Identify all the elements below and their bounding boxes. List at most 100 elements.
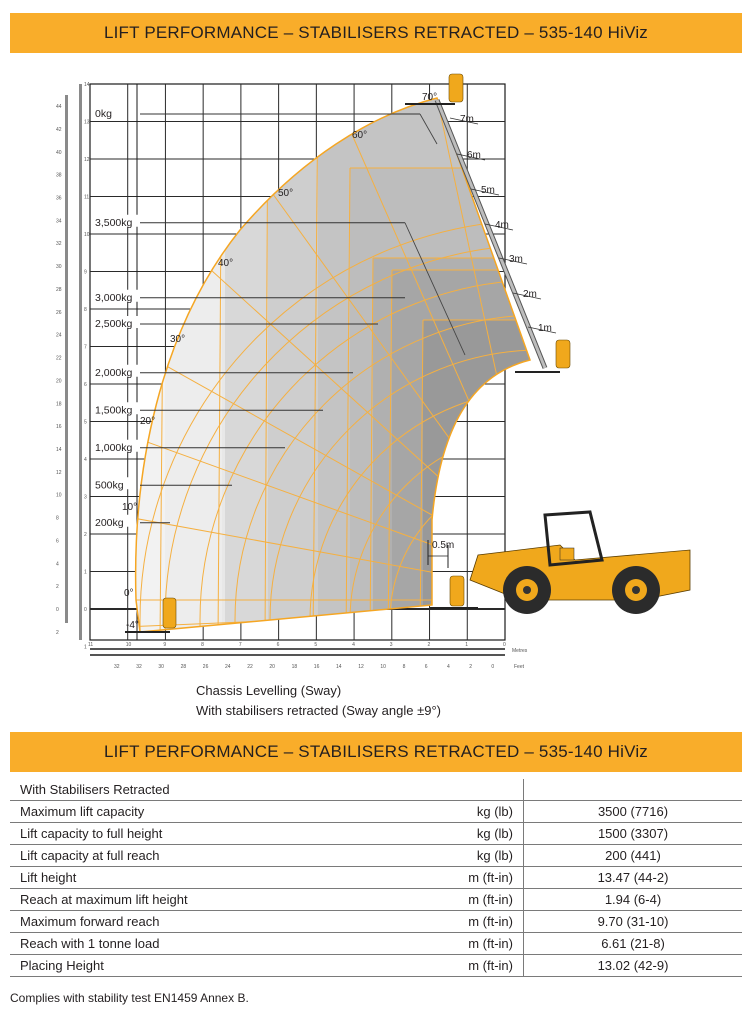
dimension-label: 0.5m bbox=[432, 540, 454, 551]
x-tick-metres: 9 bbox=[163, 642, 166, 648]
table-row: Lift height m (ft-in) 13.47 (44-2) bbox=[10, 866, 742, 889]
row-unit: m (ft-in) bbox=[410, 866, 524, 889]
row-label: Reach with 1 tonne load bbox=[10, 932, 410, 955]
x-tick-metres: 11 bbox=[88, 642, 93, 648]
extension-label: 7m bbox=[460, 114, 474, 125]
x-tick-feet: 12 bbox=[358, 664, 364, 670]
fork-carriage-right bbox=[515, 339, 571, 373]
x-tick-feet: 28 bbox=[181, 664, 187, 670]
y-tick-metres: 13 bbox=[84, 120, 90, 126]
x-tick-metres: 8 bbox=[201, 642, 204, 648]
extension-label: 6m bbox=[467, 150, 481, 161]
y-tick-feet: 10 bbox=[56, 493, 62, 499]
y-tick-feet: 38 bbox=[56, 173, 62, 179]
y-tick-feet: 28 bbox=[56, 287, 62, 293]
y-tick-metres: 5 bbox=[84, 420, 87, 426]
chart-title: LIFT PERFORMANCE – STABILISERS RETRACTED… bbox=[103, 23, 649, 42]
y-tick-metres: 1 bbox=[84, 645, 87, 651]
row-unit: m (ft-in) bbox=[410, 954, 524, 977]
x-tick-metres: 0 bbox=[503, 642, 506, 648]
y-tick-feet: 18 bbox=[56, 401, 62, 407]
x-tick-feet: 14 bbox=[336, 664, 342, 670]
row-value: 200 (441) bbox=[523, 844, 742, 867]
row-unit: kg (lb) bbox=[410, 800, 524, 823]
boom-angle-label: 50° bbox=[278, 188, 293, 199]
fork-carriage-top bbox=[405, 73, 464, 105]
boom-angle-label: 70° bbox=[422, 92, 437, 103]
x-tick-feet: 26 bbox=[203, 664, 209, 670]
x-tick-feet: 20 bbox=[269, 664, 275, 670]
extension-label: 5m bbox=[481, 185, 495, 196]
table-row: Reach at maximum lift height m (ft-in) 1.9… bbox=[10, 888, 742, 911]
y-tick-metres: 1 bbox=[84, 570, 87, 576]
fork-carriage-front bbox=[430, 575, 478, 609]
x-tick-feet: 32 bbox=[114, 664, 120, 670]
x-tick-feet: 2 bbox=[469, 664, 472, 670]
table-row: Maximum lift capacity kg (lb) 3500 (7716) bbox=[10, 800, 742, 823]
extension-label: 3m bbox=[509, 254, 523, 265]
x-tick-metres: 2 bbox=[428, 642, 431, 648]
section-label: With Stabilisers Retracted bbox=[10, 779, 524, 801]
row-unit: m (ft-in) bbox=[410, 932, 524, 955]
x-tick-feet: 18 bbox=[292, 664, 298, 670]
boom-extended bbox=[434, 99, 548, 369]
x-tick-feet: 4 bbox=[447, 664, 450, 670]
x-tick-metres: 1 bbox=[465, 642, 468, 648]
extension-label: 1m bbox=[538, 323, 552, 334]
load-label: 200kg bbox=[95, 517, 124, 529]
y-tick-feet: 20 bbox=[56, 378, 62, 384]
y-tick-metres: 14 bbox=[84, 82, 90, 88]
row-label: Placing Height bbox=[10, 954, 410, 977]
table-row: Reach with 1 tonne load m (ft-in) 6.61 (21… bbox=[10, 932, 742, 955]
table-title-banner: LIFT PERFORMANCE – STABILISERS RETRACTED… bbox=[10, 732, 742, 772]
y-tick-metres: 2 bbox=[84, 532, 87, 538]
load-label: 2,500kg bbox=[95, 318, 133, 330]
table-row: Lift capacity at full reach kg (lb) 200 (4… bbox=[10, 844, 742, 867]
table-row: Lift capacity to full height kg (lb) 1500 … bbox=[10, 822, 742, 845]
chart-title-banner: LIFT PERFORMANCE – STABILISERS RETRACTED… bbox=[10, 13, 742, 53]
y-tick-feet: 0 bbox=[56, 607, 59, 613]
extension-label: 4m bbox=[495, 220, 509, 231]
y-tick-feet: 4 bbox=[56, 561, 59, 567]
row-value: 13.02 (42-9) bbox=[523, 954, 742, 977]
table-row: Maximum forward reach m (ft-in) 9.70 (31-1… bbox=[10, 910, 742, 933]
x-tick-feet: 16 bbox=[314, 664, 320, 670]
y-tick-metres: 8 bbox=[84, 307, 87, 313]
x-tick-metres: 7 bbox=[239, 642, 242, 648]
x-tick-metres: 3 bbox=[390, 642, 393, 648]
row-label: Lift capacity at full reach bbox=[10, 844, 410, 867]
load-label: 1,000kg bbox=[95, 442, 133, 454]
table-section-header: With Stabilisers Retracted bbox=[10, 779, 742, 801]
x-tick-feet: 24 bbox=[225, 664, 231, 670]
y-tick-metres: 11 bbox=[84, 195, 89, 201]
x-tick-metres: 10 bbox=[126, 642, 132, 648]
load-label: 0kg bbox=[95, 108, 112, 120]
boom-angle-label: 20° bbox=[140, 416, 155, 427]
x-tick-feet: 8 bbox=[403, 664, 406, 670]
row-value: 13.47 (44-2) bbox=[523, 866, 742, 889]
row-unit: kg (lb) bbox=[410, 822, 524, 845]
y-tick-metres: 12 bbox=[84, 157, 90, 163]
telehandler-machine bbox=[469, 510, 691, 614]
extension-label: 2m bbox=[523, 289, 537, 300]
x-tick-feet: 30 bbox=[158, 664, 164, 670]
load-label: 3,500kg bbox=[95, 217, 133, 229]
x-axis-label-feet: Feet bbox=[514, 664, 525, 670]
y-tick-metres: 4 bbox=[84, 457, 87, 463]
y-tick-feet: 44 bbox=[56, 104, 62, 110]
y-tick-metres: 9 bbox=[84, 270, 87, 276]
x-tick-feet: 10 bbox=[380, 664, 386, 670]
load-label: 2,000kg bbox=[95, 367, 133, 379]
y-tick-feet: 2 bbox=[56, 584, 59, 590]
boom-angle-label: 30° bbox=[170, 334, 185, 345]
y-tick-metres: 7 bbox=[84, 345, 87, 351]
y-tick-feet: 24 bbox=[56, 333, 62, 339]
y-tick-feet: 34 bbox=[56, 218, 62, 224]
row-value: 9.70 (31-10) bbox=[523, 910, 742, 933]
row-unit: kg (lb) bbox=[410, 844, 524, 867]
fork-carriage-bottom bbox=[125, 597, 177, 633]
row-label: Maximum forward reach bbox=[10, 910, 410, 933]
spec-table: With Stabilisers Retracted Maximum lift … bbox=[10, 779, 742, 977]
table-row: Placing Height m (ft-in) 13.02 (42-9) bbox=[10, 954, 742, 977]
x-tick-metres: 6 bbox=[277, 642, 280, 648]
